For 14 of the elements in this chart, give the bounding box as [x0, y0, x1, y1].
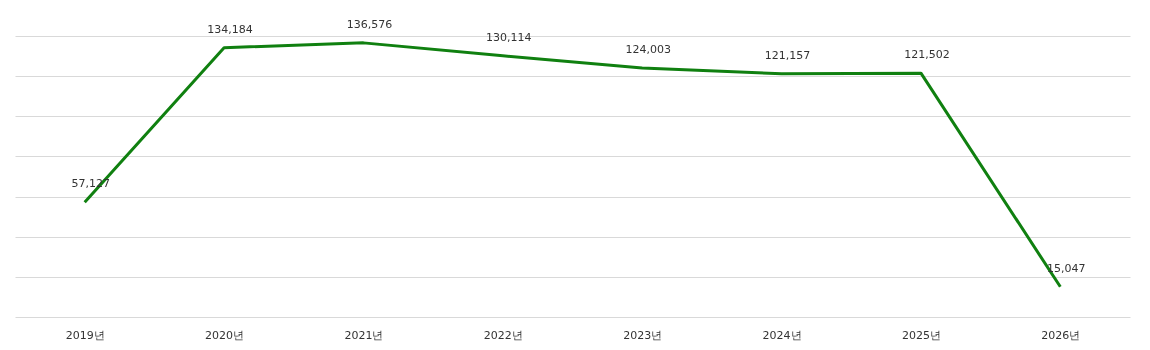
x-tick-label: 2021년	[344, 328, 384, 342]
data-label: 121,157	[764, 48, 811, 62]
x-tick-label: 2025년	[901, 328, 941, 342]
data-label: 134,184	[207, 22, 253, 36]
x-tick-label: 2023년	[623, 328, 663, 342]
x-tick-label: 2020년	[205, 328, 245, 342]
x-tick-label: 2024년	[762, 328, 802, 342]
data-label: 136,576	[346, 17, 393, 31]
data-label: 121,502	[904, 48, 950, 62]
x-tick-label: 2019년	[65, 328, 105, 342]
data-label: 130,114	[486, 30, 532, 44]
data-label: 124,003	[625, 43, 671, 57]
x-tick-label: 2026년	[1041, 328, 1081, 342]
x-tick-label: 2022년	[483, 328, 523, 342]
